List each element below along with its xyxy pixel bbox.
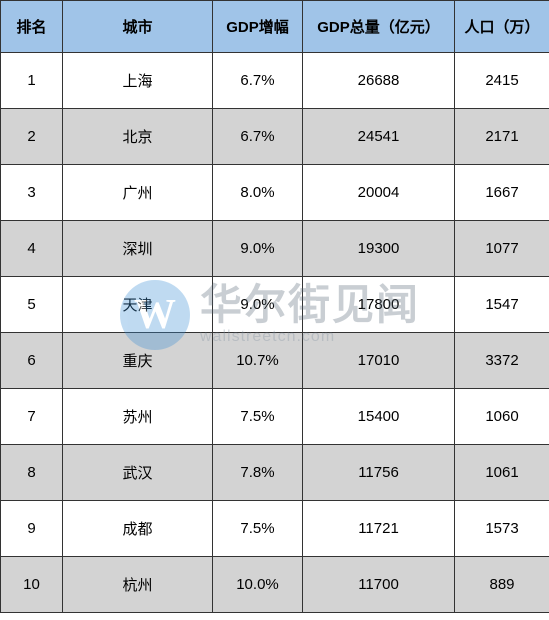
cell-pop: 889 [455, 557, 549, 613]
table-body: 1上海6.7%266882415 2北京6.7%245412171 3广州8.0… [1, 53, 549, 613]
cell-city: 武汉 [63, 445, 213, 501]
cell-rank: 8 [1, 445, 63, 501]
table-row: 6重庆10.7%170103372 [1, 333, 549, 389]
cell-pop: 1667 [455, 165, 549, 221]
cell-city: 苏州 [63, 389, 213, 445]
table-header-row: 排名 城市 GDP增幅 GDP总量（亿元） 人口（万） [1, 1, 549, 53]
cell-pop: 1547 [455, 277, 549, 333]
gdp-ranking-table: 排名 城市 GDP增幅 GDP总量（亿元） 人口（万） 1上海6.7%26688… [0, 0, 549, 613]
cell-total: 20004 [303, 165, 455, 221]
cell-pop: 2171 [455, 109, 549, 165]
cell-city: 北京 [63, 109, 213, 165]
cell-growth: 7.5% [213, 389, 303, 445]
cell-city: 杭州 [63, 557, 213, 613]
cell-rank: 10 [1, 557, 63, 613]
cell-growth: 10.7% [213, 333, 303, 389]
cell-growth: 8.0% [213, 165, 303, 221]
cell-total: 26688 [303, 53, 455, 109]
cell-pop: 1573 [455, 501, 549, 557]
cell-pop: 1077 [455, 221, 549, 277]
cell-rank: 9 [1, 501, 63, 557]
cell-city: 深圳 [63, 221, 213, 277]
col-header-rank: 排名 [1, 1, 63, 53]
cell-city: 广州 [63, 165, 213, 221]
cell-pop: 3372 [455, 333, 549, 389]
cell-rank: 5 [1, 277, 63, 333]
cell-total: 11756 [303, 445, 455, 501]
cell-rank: 3 [1, 165, 63, 221]
col-header-city: 城市 [63, 1, 213, 53]
col-header-pop: 人口（万） [455, 1, 549, 53]
table-row: 5天津9.0%178001547 [1, 277, 549, 333]
cell-growth: 9.0% [213, 221, 303, 277]
cell-growth: 9.0% [213, 277, 303, 333]
cell-growth: 10.0% [213, 557, 303, 613]
cell-city: 上海 [63, 53, 213, 109]
cell-rank: 1 [1, 53, 63, 109]
cell-rank: 4 [1, 221, 63, 277]
cell-total: 15400 [303, 389, 455, 445]
cell-total: 17010 [303, 333, 455, 389]
cell-growth: 7.8% [213, 445, 303, 501]
cell-total: 19300 [303, 221, 455, 277]
cell-pop: 1061 [455, 445, 549, 501]
table-row: 2北京6.7%245412171 [1, 109, 549, 165]
cell-growth: 6.7% [213, 53, 303, 109]
cell-pop: 2415 [455, 53, 549, 109]
cell-growth: 6.7% [213, 109, 303, 165]
cell-city: 天津 [63, 277, 213, 333]
cell-rank: 2 [1, 109, 63, 165]
cell-rank: 7 [1, 389, 63, 445]
cell-growth: 7.5% [213, 501, 303, 557]
cell-pop: 1060 [455, 389, 549, 445]
cell-total: 17800 [303, 277, 455, 333]
table-row: 8武汉7.8%117561061 [1, 445, 549, 501]
table-row: 1上海6.7%266882415 [1, 53, 549, 109]
cell-city: 重庆 [63, 333, 213, 389]
cell-rank: 6 [1, 333, 63, 389]
cell-total: 11721 [303, 501, 455, 557]
table-row: 9成都7.5%117211573 [1, 501, 549, 557]
table-row: 10杭州10.0%11700889 [1, 557, 549, 613]
table-row: 7苏州7.5%154001060 [1, 389, 549, 445]
gdp-ranking-table-container: W 华尔街见闻 wallstreetcn.com 排名 城市 GDP增幅 GDP… [0, 0, 549, 613]
table-row: 3广州8.0%200041667 [1, 165, 549, 221]
table-row: 4深圳9.0%193001077 [1, 221, 549, 277]
col-header-total: GDP总量（亿元） [303, 1, 455, 53]
cell-total: 11700 [303, 557, 455, 613]
cell-total: 24541 [303, 109, 455, 165]
col-header-growth: GDP增幅 [213, 1, 303, 53]
cell-city: 成都 [63, 501, 213, 557]
